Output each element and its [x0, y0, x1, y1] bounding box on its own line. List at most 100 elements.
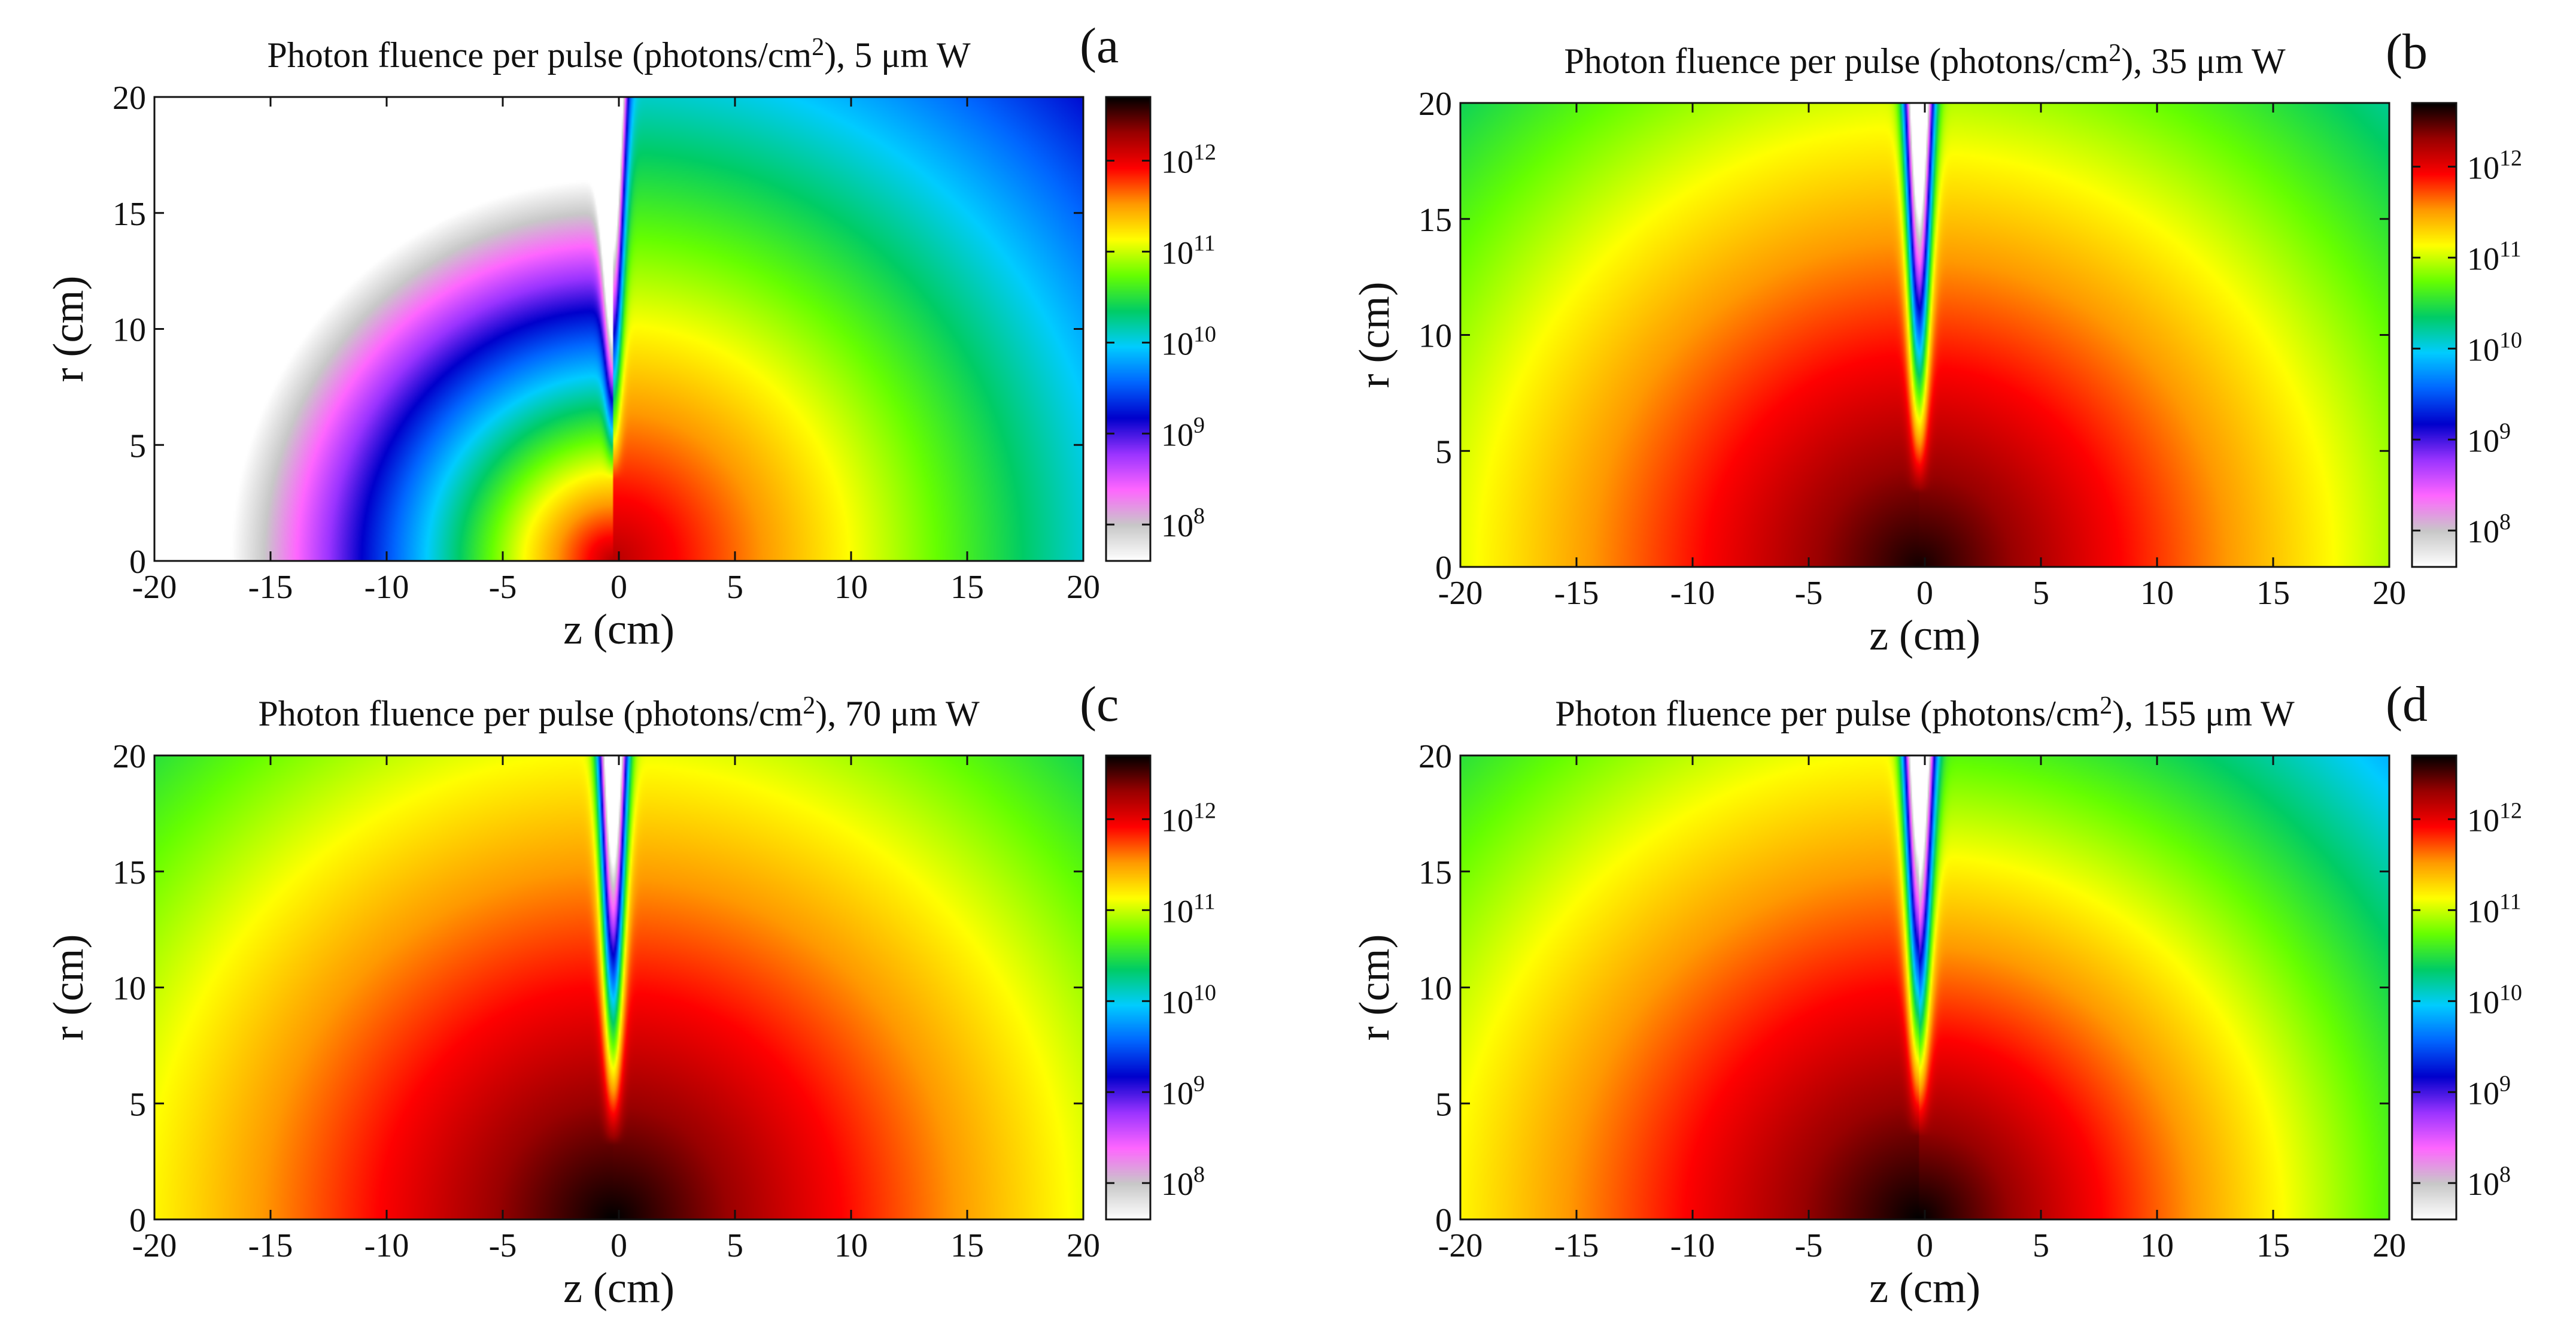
- colorbar-frame-2: [1105, 754, 1152, 1221]
- x-tick-label-1-3: -5: [1795, 575, 1823, 612]
- colorbar-label-3-2: 1010: [2467, 980, 2522, 1020]
- x-tick-label-3-3: -5: [1795, 1227, 1823, 1264]
- colorbar-label-0-2: 1010: [1161, 321, 1216, 362]
- y-tick-label-2-2: 10: [113, 970, 146, 1008]
- colorbar-label-2-4: 1012: [1161, 798, 1216, 838]
- heatmap-image-1: [1460, 103, 2389, 567]
- y-axis-label-3: r (cm): [1350, 934, 1398, 1041]
- y-tick-label-3-3: 15: [1418, 854, 1452, 891]
- chart-title-2: Photon fluence per pulse (photons/cm2), …: [258, 692, 980, 733]
- x-tick-label-1-7: 15: [2256, 575, 2290, 612]
- x-tick-label-3-5: 5: [2033, 1227, 2049, 1264]
- y-tick-label-3-4: 20: [1418, 738, 1452, 775]
- colorbar-frame-1: [2411, 102, 2457, 568]
- colorbar-label-1-0: 108: [2467, 509, 2511, 550]
- x-tick-label-3-1: -15: [1554, 1227, 1599, 1264]
- y-tick-label-0-2: 10: [113, 312, 146, 349]
- colorbar-gradient-1: [2412, 103, 2456, 567]
- panel-label-0: (a: [1080, 18, 1119, 74]
- y-tick-label-2-1: 5: [129, 1086, 146, 1123]
- x-axis-label-0: z (cm): [563, 605, 675, 653]
- x-tick-label-3-7: 15: [2256, 1227, 2290, 1264]
- colorbar-gradient-3: [2412, 755, 2456, 1219]
- y-tick-label-1-2: 10: [1418, 318, 1452, 355]
- y-tick-label-0-0: 0: [129, 544, 146, 581]
- colorbar-label-2-2: 1010: [1161, 980, 1216, 1020]
- x-axis-label-3: z (cm): [1869, 1264, 1980, 1312]
- y-tick-label-1-1: 5: [1435, 433, 1452, 471]
- y-tick-label-3-2: 10: [1418, 970, 1452, 1008]
- y-tick-label-0-1: 5: [129, 427, 146, 465]
- panel-label-3: (d: [2386, 676, 2428, 732]
- x-axis-label-1: z (cm): [1869, 611, 1980, 659]
- x-tick-label-1-1: -15: [1554, 575, 1599, 612]
- y-tick-label-2-0: 0: [129, 1202, 146, 1239]
- x-tick-label-1-5: 5: [2033, 575, 2049, 612]
- y-tick-label-3-1: 5: [1435, 1086, 1452, 1123]
- y-tick-label-0-4: 20: [113, 80, 146, 117]
- colorbar-label-2-3: 1011: [1161, 889, 1216, 929]
- colorbar-gradient-0: [1106, 97, 1150, 561]
- x-tick-label-0-8: 20: [1067, 569, 1100, 606]
- x-axis-label-2: z (cm): [563, 1264, 675, 1312]
- colorbar-label-0-4: 1012: [1161, 139, 1216, 180]
- colorbar-label-1-4: 1012: [2467, 145, 2522, 186]
- panel-label-2: (c: [1080, 676, 1119, 732]
- colorbar-frame-0: [1105, 96, 1152, 562]
- colorbar-frame-3: [2411, 754, 2457, 1221]
- x-tick-label-1-2: -10: [1670, 575, 1715, 612]
- y-axis-label-0: r (cm): [44, 276, 92, 383]
- y-tick-label-0-3: 15: [113, 196, 146, 233]
- y-tick-label-2-3: 15: [113, 854, 146, 891]
- y-axis-label-2: r (cm): [44, 934, 92, 1041]
- x-tick-label-3-4: 0: [1916, 1227, 1933, 1264]
- chart-title-3: Photon fluence per pulse (photons/cm2), …: [1555, 692, 2295, 733]
- x-tick-label-0-6: 10: [834, 569, 868, 606]
- y-tick-label-1-0: 0: [1435, 550, 1452, 587]
- x-tick-label-1-6: 10: [2140, 575, 2174, 612]
- x-tick-label-2-1: -15: [248, 1227, 293, 1264]
- x-tick-label-2-3: -5: [489, 1227, 517, 1264]
- y-tick-label-1-3: 15: [1418, 202, 1452, 239]
- colorbar-label-3-1: 109: [2467, 1071, 2511, 1111]
- x-tick-label-3-8: 20: [2373, 1227, 2406, 1264]
- x-tick-label-3-6: 10: [2140, 1227, 2174, 1264]
- x-tick-label-0-1: -15: [248, 569, 293, 606]
- panel-label-1: (b: [2386, 24, 2428, 80]
- x-tick-label-1-0: -20: [1438, 575, 1483, 612]
- x-tick-label-0-0: -20: [132, 569, 177, 606]
- x-tick-label-0-3: -5: [489, 569, 517, 606]
- colorbar-label-3-3: 1011: [2467, 889, 2522, 929]
- x-tick-label-1-4: 0: [1916, 575, 1933, 612]
- colorbar-label-2-0: 108: [1161, 1162, 1205, 1202]
- x-tick-label-2-8: 20: [1067, 1227, 1100, 1264]
- x-tick-label-0-5: 5: [727, 569, 743, 606]
- x-tick-label-3-2: -10: [1670, 1227, 1715, 1264]
- heatmap-image-0: [154, 97, 1083, 561]
- colorbar-label-1-1: 109: [2467, 418, 2511, 459]
- heatmap-image-3: [1460, 755, 2389, 1219]
- x-tick-label-0-7: 15: [950, 569, 984, 606]
- y-axis-label-1: r (cm): [1350, 282, 1398, 389]
- y-tick-label-3-0: 0: [1435, 1202, 1452, 1239]
- x-tick-label-0-4: 0: [610, 569, 627, 606]
- colorbar-label-2-1: 109: [1161, 1071, 1205, 1111]
- y-tick-label-2-4: 20: [113, 738, 146, 775]
- colorbar-label-0-0: 108: [1161, 503, 1205, 544]
- colorbar-label-0-3: 1011: [1161, 230, 1216, 271]
- colorbar-label-3-4: 1012: [2467, 798, 2522, 838]
- x-tick-label-1-8: 20: [2373, 575, 2406, 612]
- colorbar-label-1-2: 1010: [2467, 327, 2522, 368]
- x-tick-label-2-5: 5: [727, 1227, 743, 1264]
- x-tick-label-2-4: 0: [610, 1227, 627, 1264]
- chart-title-0: Photon fluence per pulse (photons/cm2), …: [267, 34, 971, 75]
- colorbar-label-3-0: 108: [2467, 1162, 2511, 1202]
- x-tick-label-2-2: -10: [364, 1227, 409, 1264]
- colorbar-label-0-1: 109: [1161, 412, 1205, 453]
- x-tick-label-2-0: -20: [132, 1227, 177, 1264]
- y-tick-label-1-4: 20: [1418, 86, 1452, 123]
- colorbar-label-1-3: 1011: [2467, 236, 2522, 277]
- chart-title-1: Photon fluence per pulse (photons/cm2), …: [1564, 40, 2286, 81]
